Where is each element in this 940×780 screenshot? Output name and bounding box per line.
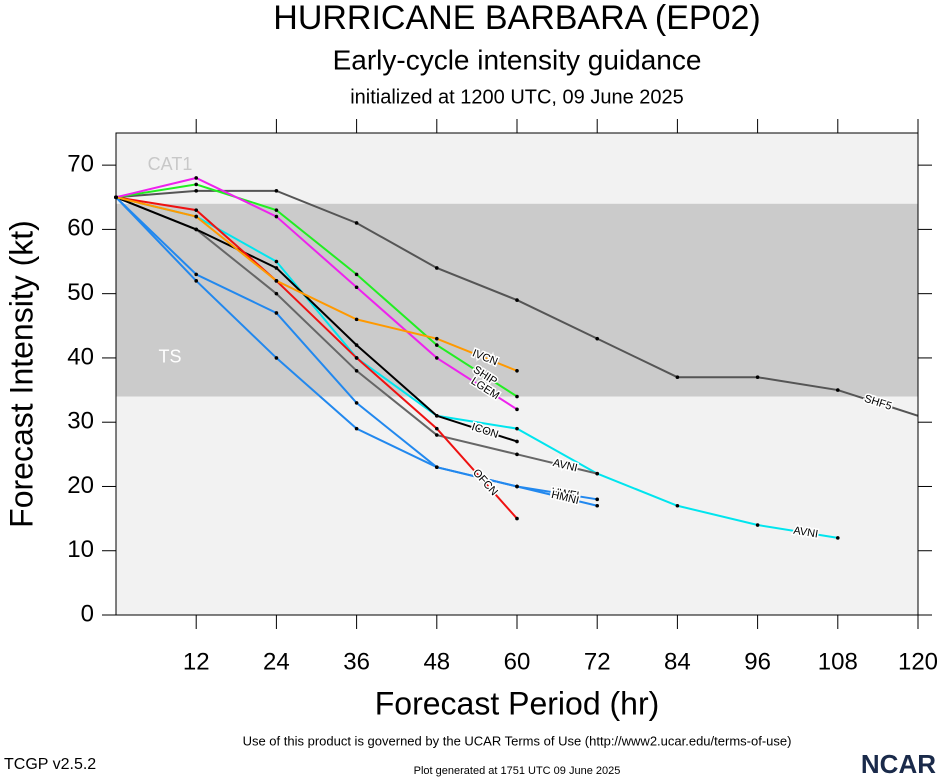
x-tick-label: 48 [423,648,450,675]
data-point [354,368,359,373]
data-point [274,311,279,315]
x-tick-label: 36 [343,648,370,675]
data-point [274,291,279,296]
data-point [836,536,840,540]
data-point [435,465,439,469]
data-point [274,259,279,264]
data-point [755,375,760,380]
data-point [274,356,279,360]
x-tick-label: 60 [504,648,531,675]
version: TCGP v2.5.2 [4,756,96,773]
x-tick-label: 108 [818,648,858,675]
data-point [595,336,599,341]
data-point [194,272,198,277]
x-tick-label: 24 [263,648,290,675]
init-time: initialized at 1200 UTC, 09 June 2025 [350,86,684,108]
band-label: TS [158,347,181,367]
data-point [435,336,439,341]
y-tick-label: 50 [67,279,94,306]
data-point [274,266,279,270]
y-tick-label: 30 [67,408,94,435]
data-point [274,208,279,212]
data-point [515,516,519,521]
series-line [116,176,518,411]
data-point [194,227,198,232]
plot-frame [115,132,919,616]
data-point [354,285,359,290]
data-point [515,426,519,431]
series-line [116,183,518,398]
terms: Use of this product is governed by the U… [243,733,792,748]
x-tick-label: 96 [744,648,771,675]
data-point [755,523,760,527]
data-point [274,189,279,193]
band-label: CAT1 [148,154,193,174]
x-tick-label: 12 [183,648,210,675]
data-point [595,497,599,502]
data-point [354,317,359,322]
data-point [354,272,359,277]
data-point [354,401,359,405]
data-point [435,426,439,431]
chart-subtitle: Early-cycle intensity guidance [333,44,702,75]
data-point [354,343,359,347]
data-point [194,189,198,193]
y-tick-label: 70 [67,150,94,177]
data-point [515,407,519,412]
data-point [435,433,439,437]
y-tick-label: 0 [81,600,94,627]
data-point [675,375,680,380]
data-point [435,343,439,347]
data-point [435,356,439,360]
data-point [435,413,439,418]
data-point [354,221,359,225]
data-point [595,503,599,508]
data-point [274,214,279,219]
data-point [515,452,519,457]
data-point [194,279,198,283]
y-tick-label: 10 [67,536,94,563]
y-axis-label: Forecast Intensity (kt) [3,220,39,528]
data-point [354,426,359,431]
series-line [116,196,838,539]
data-point [194,214,198,219]
y-tick-label: 40 [67,343,94,370]
chart-title: HURRICANE BARBARA (EP02) [273,0,760,37]
data-point [194,182,198,187]
y-tick-label: 20 [67,472,94,499]
x-tick-label: 72 [584,648,611,675]
series-line [116,196,518,520]
data-point [675,503,680,508]
series-line [116,196,518,372]
data-point [274,279,279,283]
data-point [515,484,519,489]
x-tick-label: 120 [898,648,938,675]
data-point [194,208,198,212]
generated: Plot generated at 1751 UTC 09 June 2025 [414,765,621,777]
y-tick-label: 60 [67,215,94,242]
logo: NCAR [861,749,936,779]
data-point [515,368,519,373]
data-point [836,388,840,392]
data-point [515,394,519,399]
data-point [515,298,519,302]
data-point [435,266,439,270]
series-line [116,196,518,443]
data-point [194,176,198,180]
series-label: AVNI [793,525,819,541]
intensity-band [116,133,918,204]
data-point [354,356,359,360]
x-axis-label: Forecast Period (hr) [375,685,660,721]
data-point [515,439,519,444]
x-tick-label: 84 [664,648,691,675]
data-point [595,471,599,476]
